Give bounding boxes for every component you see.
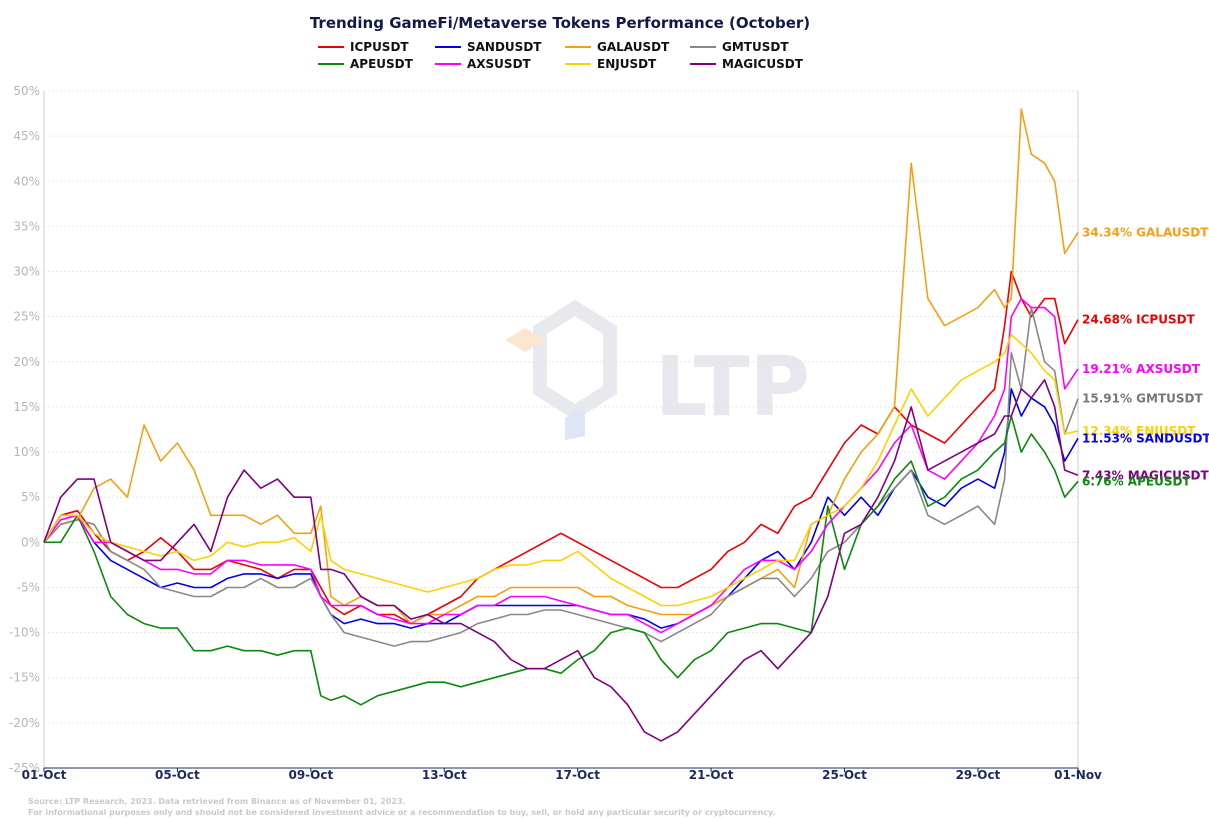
y-tick-label: 30%	[13, 265, 40, 279]
x-tick-label: 01-Oct	[22, 768, 67, 782]
y-tick-label: -15%	[9, 671, 40, 685]
legend-label-icpusdt: ICPUSDT	[350, 40, 409, 54]
y-tick-label: -25%	[9, 761, 40, 775]
series-line-axsusdt	[43, 297, 1079, 634]
end-labels: 34.34% GALAUSDT 24.68% ICPUSDT 19.21% AXSU…	[1082, 225, 1209, 488]
series-line-galausdt	[43, 108, 1079, 625]
x-tick-label: 25-Oct	[822, 768, 867, 782]
x-tick-label: 01-Nov	[1054, 768, 1102, 782]
legend-label-sandusdt: SANDUSDT	[467, 40, 542, 54]
x-tick-label: 21-Oct	[689, 768, 734, 782]
series-layer	[43, 108, 1079, 742]
series-line-apeusdt	[44, 415, 1079, 706]
y-tick-label: 0%	[21, 535, 40, 549]
series-line-sandusdt	[43, 388, 1079, 629]
y-tick-label: -5%	[17, 580, 40, 594]
legend-label-galausdt: GALAUSDT	[597, 40, 670, 54]
end-label-apeusdt: 6.76% APEUSDT	[1082, 474, 1191, 488]
y-tick-label: 15%	[13, 400, 40, 414]
y-tick-label: 45%	[13, 129, 40, 143]
axis-layer: -25% -20% -15% -10% -5% 0% 5% 10% 15% 20% 25% 30% 35…	[9, 84, 1102, 782]
y-tick-label: 10%	[13, 445, 40, 459]
watermark-text: LTP	[655, 340, 810, 435]
x-tick-label: 05-Oct	[155, 768, 200, 782]
x-tick-label: 09-Oct	[288, 768, 333, 782]
legend-label-apeusdt: APEUSDT	[350, 57, 414, 71]
x-tick-label: 13-Oct	[422, 768, 467, 782]
watermark-logo: LTP	[505, 299, 810, 440]
x-tick-label: 29-Oct	[956, 768, 1001, 782]
legend-label-enjusdt: ENJUSDT	[597, 57, 657, 71]
end-label-sandusdt: 11.53% SANDUSDT	[1082, 431, 1209, 445]
legend-label-magicusdt: MAGICUSDT	[722, 57, 804, 71]
chart-title: Trending GameFi/Metaverse Tokens Perform…	[310, 14, 810, 32]
end-label-axsusdt: 19.21% AXSUSDT	[1082, 362, 1201, 376]
y-tick-label: 5%	[21, 490, 40, 504]
x-tick-label: 17-Oct	[555, 768, 600, 782]
series-line-magicusdt	[43, 379, 1079, 742]
end-label-magicusdt: 7.43% MAGICUSDT	[1082, 468, 1209, 482]
end-label-enjusdt: 12.34% ENJUSDT	[1082, 424, 1196, 438]
series-line-gmtusdt	[43, 306, 1079, 647]
y-tick-label: -20%	[9, 716, 40, 730]
y-tick-label: 50%	[13, 84, 40, 98]
grid-layer	[44, 90, 1078, 769]
series-line-enjusdt	[43, 333, 1079, 607]
y-tick-label: 35%	[13, 219, 40, 233]
legend-label-gmtusdt: GMTUSDT	[722, 40, 789, 54]
y-tick-label: 40%	[13, 174, 40, 188]
y-tick-label: -10%	[9, 626, 40, 640]
end-label-icpusdt: 24.68% ICPUSDT	[1082, 313, 1196, 327]
y-tick-label: 20%	[13, 355, 40, 369]
footer-source: Source: LTP Research, 2023. Data retriev…	[28, 797, 406, 806]
legend-label-axsusdt: AXSUSDT	[467, 57, 532, 71]
y-tick-label: 25%	[13, 310, 40, 324]
footer-disclaimer: For informational purposes only and shou…	[28, 808, 776, 817]
end-label-gmtusdt: 15.91% GMTUSDT	[1082, 392, 1203, 406]
legend: ICPUSDT SANDUSDT GALAUSDT GMTUSDT APEUSDT AXS…	[318, 40, 804, 71]
end-label-galausdt: 34.34% GALAUSDT	[1082, 225, 1209, 239]
